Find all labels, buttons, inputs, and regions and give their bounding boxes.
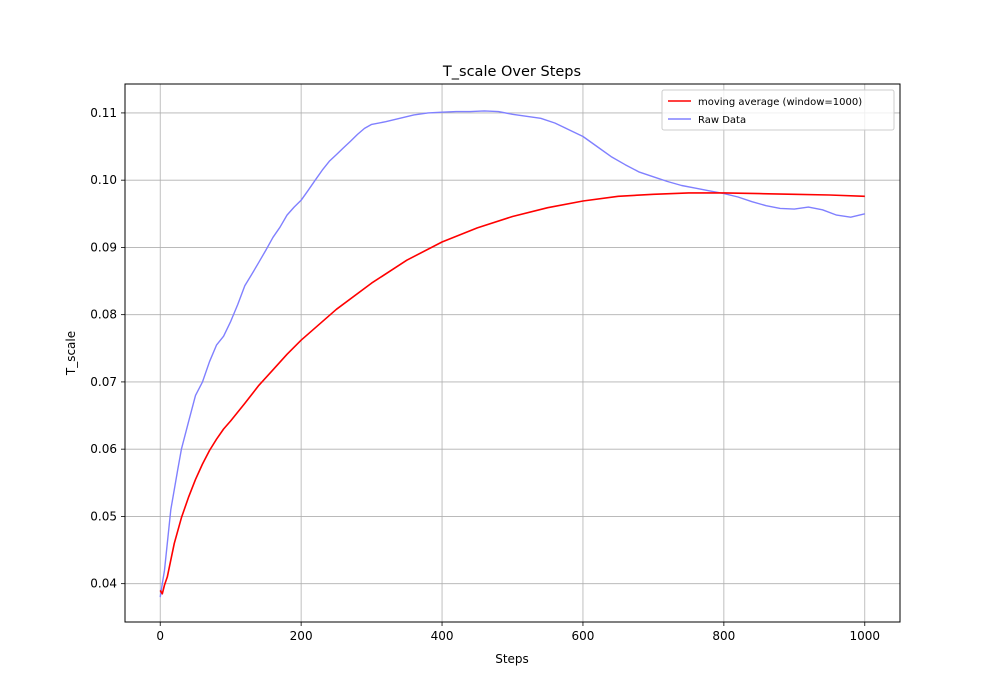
legend-label: Raw Data <box>698 115 746 126</box>
x-tick-label: 400 <box>431 629 454 643</box>
y-axis-label: T_scale <box>64 331 78 376</box>
y-tick-label: 0.10 <box>90 173 117 187</box>
x-axis-label: Steps <box>495 652 529 666</box>
y-tick-label: 0.06 <box>90 442 117 456</box>
x-tick-label: 800 <box>712 629 735 643</box>
chart-title: T_scale Over Steps <box>442 64 581 80</box>
y-tick-label: 0.11 <box>90 106 117 120</box>
axis-ticks: 0 200 400 600 800 1000 0.04 0.05 0.06 0.07 0.08 0.0… <box>90 106 880 643</box>
x-tick-label: 200 <box>290 629 313 643</box>
y-tick-label: 0.08 <box>90 308 117 322</box>
x-tick-label: 0 <box>156 629 164 643</box>
plot-area-frame <box>124 83 901 623</box>
y-tick-label: 0.04 <box>90 577 117 591</box>
series-line-raw-data <box>159 110 865 598</box>
grid-lines <box>125 84 900 622</box>
series-line-moving-average <box>159 192 865 595</box>
x-tick-label: 1000 <box>849 629 880 643</box>
y-tick-label: 0.09 <box>90 240 117 254</box>
x-tick-label: 600 <box>572 629 595 643</box>
legend: moving average (window=1000) Raw Data <box>661 89 895 131</box>
y-tick-label: 0.07 <box>90 375 117 389</box>
legend-box <box>661 89 895 131</box>
legend-label: moving average (window=1000) <box>698 97 862 108</box>
y-tick-label: 0.05 <box>90 509 117 523</box>
series-lines <box>159 110 865 598</box>
